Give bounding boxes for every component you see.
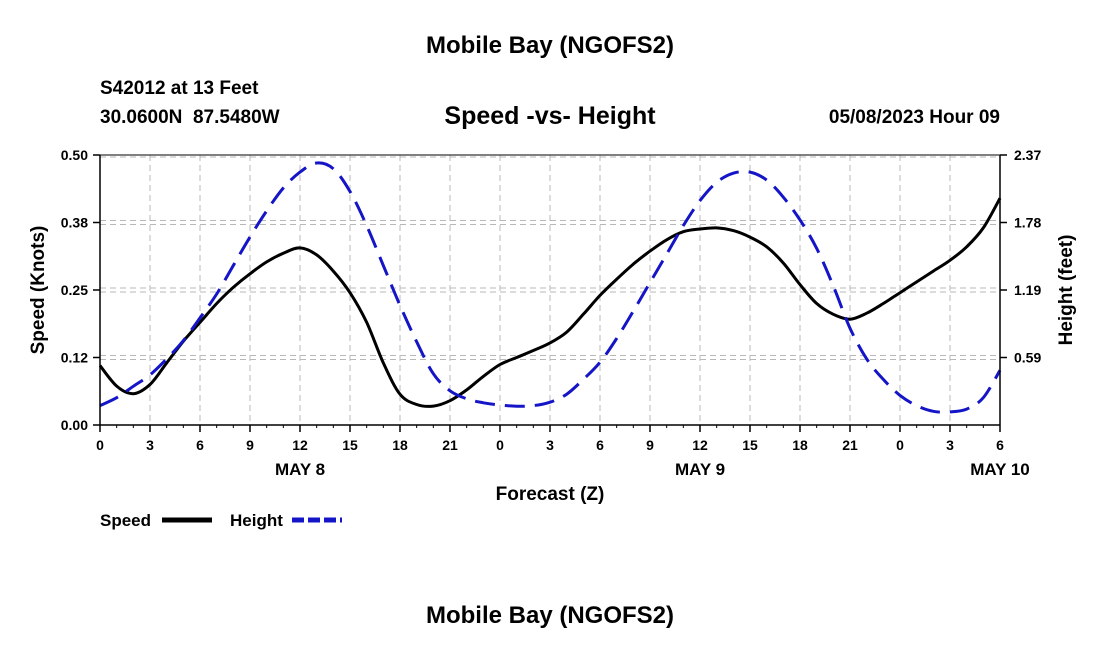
y-tick-label: 0.12: [61, 350, 88, 366]
x-day-label: MAY 8: [275, 460, 325, 479]
x-tick-label: 18: [392, 437, 408, 453]
x-tick-label: 6: [196, 437, 204, 453]
x-tick-label: 12: [292, 437, 308, 453]
series-layer: [98, 161, 1002, 414]
x-tick-label: 6: [596, 437, 604, 453]
y2-tick-label: 1.19: [1014, 282, 1041, 298]
y2-axis-label: Height (feet): [1056, 235, 1077, 346]
legend-speed-label: Speed: [100, 511, 151, 530]
x-day-label: MAY 10: [970, 460, 1030, 479]
height-series-line: [99, 161, 1002, 414]
y-tick-label: 0.25: [61, 282, 88, 298]
grid-layer: [100, 155, 1000, 425]
forecast-datetime: 05/08/2023 Hour 09: [828, 107, 1000, 128]
x-axis-label: Forecast (Z): [496, 484, 605, 505]
y2-tick-label: 2.37: [1014, 147, 1041, 163]
x-tick-label: 6: [996, 437, 1004, 453]
speed-series-line: [98, 197, 1002, 408]
y-tick-label: 0.00: [61, 417, 88, 433]
x-tick-label: 0: [96, 437, 104, 453]
axis-layer: 0 3 6 9 12 15 18 21 0 3 6 9 12 15 18 21 0 3 6 MAY 8 MAY 9 MAY…: [61, 147, 1042, 479]
page-title: Mobile Bay (NGOFS2): [425, 32, 675, 59]
x-tick-label: 15: [342, 437, 358, 453]
station-coordinates: 30.0600N 87.5480W: [100, 107, 280, 128]
x-tick-label: 12: [692, 437, 708, 453]
y2-tick-label: 0.59: [1014, 350, 1041, 366]
x-tick-label: 3: [146, 437, 154, 453]
x-tick-label: 18: [792, 437, 808, 453]
chart-title: Speed -vs- Height: [444, 102, 656, 130]
x-tick-label: 9: [246, 437, 254, 453]
y-tick-label: 0.50: [61, 147, 88, 163]
x-tick-label: 21: [842, 437, 858, 453]
footer-title: Mobile Bay (NGOFS2): [425, 602, 675, 629]
y-tick-label: 0.38: [61, 215, 88, 231]
x-tick-label: 0: [496, 437, 504, 453]
x-tick-label: 15: [742, 437, 758, 453]
x-tick-label: 3: [546, 437, 554, 453]
x-tick-label: 0: [896, 437, 904, 453]
y-axis-label: Speed (Knots): [28, 226, 49, 355]
station-label: S42012 at 13 Feet: [100, 78, 259, 99]
x-tick-label: 21: [442, 437, 458, 453]
x-tick-label: 9: [646, 437, 654, 453]
legend-height-label: Height: [230, 511, 283, 530]
x-tick-label: 3: [946, 437, 954, 453]
x-day-label: MAY 9: [675, 460, 725, 479]
y2-tick-label: 1.78: [1014, 215, 1041, 231]
